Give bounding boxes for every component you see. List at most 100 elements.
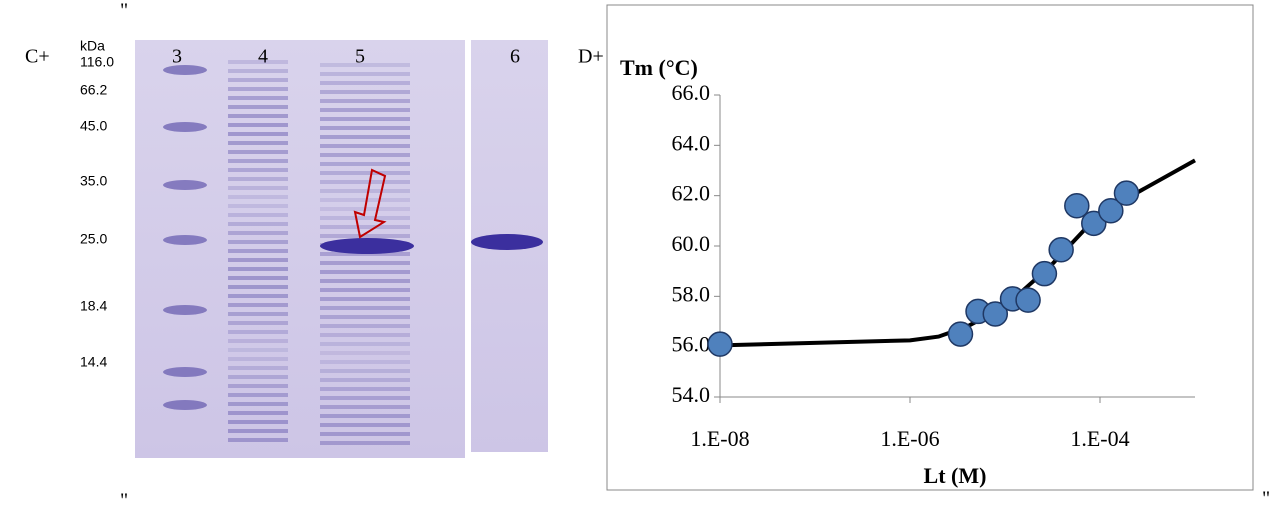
marker-band (163, 65, 207, 75)
lane-band (228, 240, 288, 244)
y-tick-label: 56.0 (672, 332, 711, 357)
lane-band (320, 90, 410, 94)
lane-band (228, 150, 288, 154)
lane-band (320, 306, 410, 310)
lane-band (228, 222, 288, 226)
lane-band (228, 177, 288, 181)
lane-band (320, 351, 410, 355)
lane-band (228, 357, 288, 361)
lane-band (320, 99, 410, 103)
lane-label: 3 (172, 46, 182, 68)
point (1081, 210, 1107, 237)
marker-band (163, 235, 207, 245)
lane-band (228, 87, 288, 91)
lane-band (320, 315, 410, 319)
lane-band (228, 294, 288, 298)
lane-band (320, 387, 410, 391)
lane-label: 4 (258, 46, 268, 68)
lane-band (228, 258, 288, 262)
lane-band (320, 234, 410, 238)
lane-band (320, 108, 410, 112)
lane-band (228, 303, 288, 307)
lane-band (320, 81, 410, 85)
lane-band (320, 189, 410, 193)
lane-band (320, 135, 410, 139)
marker-label: 18.4 (80, 298, 107, 314)
marker-label: 35.0 (80, 173, 107, 189)
point (982, 301, 1009, 327)
lane-band (228, 186, 288, 190)
lane-band (320, 378, 410, 382)
lane-label: 6 (510, 46, 520, 68)
lane-band (228, 96, 288, 100)
marker-band (163, 305, 207, 315)
unit-label: kDa (80, 38, 105, 54)
lane-band (228, 69, 288, 73)
lane-band (320, 333, 410, 337)
lane-band (320, 414, 410, 418)
lane-band (320, 423, 410, 427)
lane-band (228, 348, 288, 352)
lane-band (320, 63, 410, 67)
x-tick-label: 1.E-08 (690, 426, 749, 451)
panel-label: C+ (25, 46, 50, 68)
lane-band (228, 60, 288, 64)
lane-band (228, 420, 288, 424)
y-tick-label: 60.0 (672, 231, 711, 256)
lane-band (320, 252, 410, 256)
x-tick-label: 1.E-04 (1070, 426, 1129, 451)
lane-band (320, 441, 410, 445)
lane-band (228, 402, 288, 406)
lane-band (320, 261, 410, 265)
lane-band (320, 216, 410, 220)
target-band (320, 238, 414, 254)
marker-band (163, 367, 207, 377)
marker-label: 45.0 (80, 118, 107, 134)
lane-band (228, 195, 288, 199)
target-band (471, 234, 543, 250)
lane-band (228, 141, 288, 145)
marker-band (163, 180, 207, 190)
lane-band (228, 168, 288, 172)
lane-band (320, 279, 410, 283)
lane-band (228, 249, 288, 253)
lane-band (228, 393, 288, 397)
point (1015, 287, 1041, 313)
panel-label: D+ (578, 46, 604, 68)
y-tick-label: 62.0 (672, 181, 711, 206)
point (1098, 198, 1124, 224)
stray-mark: " (120, 490, 128, 512)
lane-band (228, 312, 288, 316)
lane-band (228, 132, 288, 136)
lane-band (320, 405, 410, 409)
point (1048, 237, 1074, 263)
arrow (353, 168, 387, 239)
marker-band (163, 400, 207, 410)
stray-mark: " (1262, 488, 1270, 510)
lane-band (228, 123, 288, 127)
lane-band (320, 144, 410, 148)
lane-band (228, 276, 288, 280)
lane-band (228, 267, 288, 271)
lane-band (320, 72, 410, 76)
lane-band (320, 153, 410, 157)
gel-image (135, 40, 465, 458)
lane-band (228, 330, 288, 334)
lane-band (320, 396, 410, 400)
lane-band (228, 105, 288, 109)
lane-band (320, 126, 410, 130)
stray-mark: " (120, 0, 128, 22)
lane-band (228, 375, 288, 379)
y-tick-label: 58.0 (672, 281, 711, 306)
lane-band (320, 324, 410, 328)
x-tick-label: 1.E-06 (880, 426, 939, 451)
marker-label: 14.4 (80, 354, 107, 370)
point (947, 321, 974, 347)
lane-band (320, 360, 410, 364)
lane-band (228, 213, 288, 217)
x-axis-title: Lt (M) (924, 463, 987, 488)
lane-band (320, 225, 410, 229)
y-tick-label: 64.0 (672, 130, 711, 155)
y-axis-title: Tm (°C) (620, 55, 698, 80)
